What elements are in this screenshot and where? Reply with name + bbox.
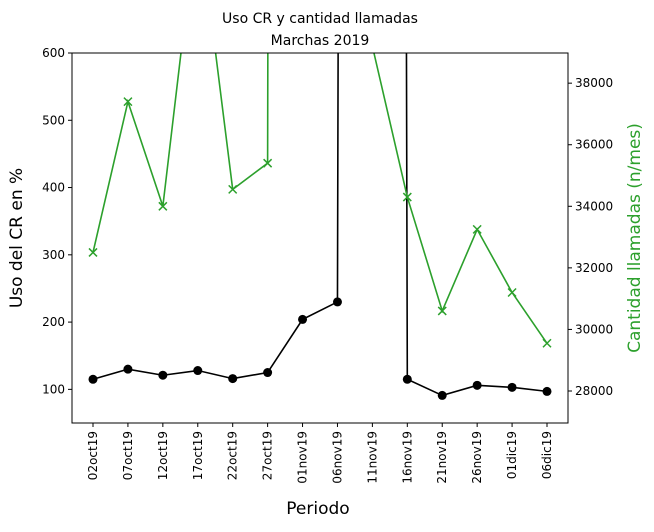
marker (472, 224, 482, 234)
marker (332, 297, 342, 307)
marker (193, 366, 203, 376)
y2-axis-label: Cantidad llamadas (n/mes) (625, 123, 645, 353)
marker (88, 374, 98, 384)
marker (437, 306, 447, 316)
marker (507, 287, 517, 298)
x-tick-label: 06dic19 (540, 431, 554, 479)
y2-tick-label: 32000 (575, 261, 613, 275)
x-axis-label: Periodo (286, 499, 349, 519)
marker (298, 314, 308, 324)
marker (228, 374, 238, 384)
y2-tick-label: 36000 (575, 138, 613, 152)
marker (437, 390, 447, 400)
x-tick-label: 27oct19 (261, 431, 275, 480)
y2-tick-label: 28000 (575, 384, 613, 398)
marker (158, 370, 168, 380)
chart-subtitle: Marchas 2019 (271, 33, 370, 49)
x-tick-label: 02oct19 (86, 431, 100, 480)
marker (472, 380, 482, 390)
marker (88, 247, 98, 257)
marker (263, 368, 273, 378)
marker (402, 374, 412, 384)
y-tick-label: 200 (42, 315, 65, 329)
marker (507, 382, 517, 392)
x-tick-label: 16nov19 (400, 431, 414, 484)
x-tick-label: 11nov19 (365, 431, 379, 484)
chart-title: Uso CR y cantidad llamadas (222, 11, 418, 27)
y2-tick-label: 38000 (575, 76, 613, 90)
marker (158, 201, 168, 211)
y-tick-label: 100 (42, 382, 65, 396)
plot-frame (71, 52, 569, 424)
marker (402, 192, 412, 202)
x-tick-label: 26nov19 (470, 431, 484, 484)
marker (228, 184, 238, 194)
series-line (92, 53, 548, 344)
y-tick-label: 600 (42, 46, 65, 60)
x-tick-label: 01dic19 (505, 431, 519, 479)
y-tick-label: 400 (42, 181, 65, 195)
x-tick-label: 21nov19 (435, 431, 449, 484)
y-tick-label: 300 (42, 248, 65, 262)
x-tick-label: 07oct19 (121, 431, 135, 480)
series-line (92, 53, 548, 397)
x-tick-label: 06nov19 (330, 431, 344, 484)
x-tick-label: 12oct19 (156, 431, 170, 480)
x-tick-label: 01nov19 (296, 431, 310, 484)
marker (368, 42, 376, 50)
y2-tick-label: 34000 (575, 199, 613, 213)
marker (123, 97, 133, 107)
x-tick-label: 17oct19 (191, 431, 205, 480)
marker (542, 338, 552, 348)
marker (263, 158, 273, 168)
x-tick-label: 22oct19 (226, 431, 240, 480)
y2-tick-label: 30000 (575, 322, 613, 336)
marker (123, 364, 133, 374)
plot-area (88, 42, 552, 400)
y-tick-label: 500 (42, 113, 65, 127)
marker (542, 386, 552, 396)
y-axis-label: Uso del CR en % (7, 168, 27, 308)
